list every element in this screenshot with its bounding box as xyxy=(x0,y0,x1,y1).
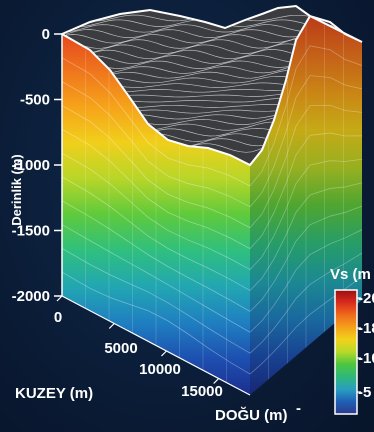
front-layer-line xyxy=(61,57,251,187)
depth-axis-label: Derinlik (m) xyxy=(9,154,24,226)
north-tick-label: 5000 xyxy=(104,340,137,357)
colorbar-tick-label: -20 xyxy=(358,290,374,307)
volume-body xyxy=(59,4,363,395)
colorbar-tick-label: -10 xyxy=(358,350,374,367)
north-tick-label: 15000 xyxy=(181,383,223,400)
front-layer-line xyxy=(61,176,251,291)
depth-tick-label: -2000 xyxy=(12,288,50,305)
side-layer-line xyxy=(249,182,363,291)
front-layer-line xyxy=(61,200,251,312)
north-tick-mark xyxy=(56,295,63,302)
north-tick-label: 10000 xyxy=(139,361,181,378)
side-layer-line xyxy=(249,158,363,270)
east-axis-label: DOĞU (m) xyxy=(215,406,288,424)
side-layer-line xyxy=(249,229,363,333)
depth-tick-label: -1000 xyxy=(12,157,50,174)
front-layer-line xyxy=(61,224,251,333)
colorbar-ticks: -20 -18 -10 -5 xyxy=(357,290,374,401)
north-tick-mark xyxy=(213,378,220,384)
front-layer-line xyxy=(61,128,251,249)
front-face xyxy=(62,34,250,395)
front-layer-line xyxy=(61,271,251,375)
depth-tick-label: -1500 xyxy=(12,223,50,240)
depth-tick-label: -500 xyxy=(20,92,50,109)
front-layer-line xyxy=(61,105,251,229)
side-layer-line xyxy=(249,252,363,354)
side-layer-line xyxy=(249,104,363,228)
colorbar-bar xyxy=(334,289,358,415)
north-tick-mark xyxy=(161,350,167,357)
side-face xyxy=(250,16,362,395)
side-layer-line xyxy=(249,132,363,249)
colorbar: Vs (m -20 -18 -10 -5 xyxy=(330,266,374,415)
east-axis-tick: - xyxy=(296,400,301,417)
depth-axis: 0 -500 -1000 -1500 -2000 xyxy=(12,26,63,305)
top-surface xyxy=(59,4,363,167)
colorbar-tick-label: -5 xyxy=(358,384,371,401)
north-tick-label: 0 xyxy=(54,309,62,326)
depth-tick-label: 0 xyxy=(42,26,50,43)
colorbar-title: Vs (m xyxy=(330,266,371,283)
side-layer-line xyxy=(249,205,363,312)
side-layer-line xyxy=(249,75,363,208)
front-layer-line xyxy=(61,81,251,208)
north-axis-label: KUZEY (m) xyxy=(15,385,93,402)
front-layer-line xyxy=(61,152,251,270)
side-layer-line xyxy=(249,45,363,187)
front-layer-line xyxy=(61,248,251,354)
north-tick-mark xyxy=(108,323,115,329)
colorbar-tick-label: -18 xyxy=(358,320,374,337)
